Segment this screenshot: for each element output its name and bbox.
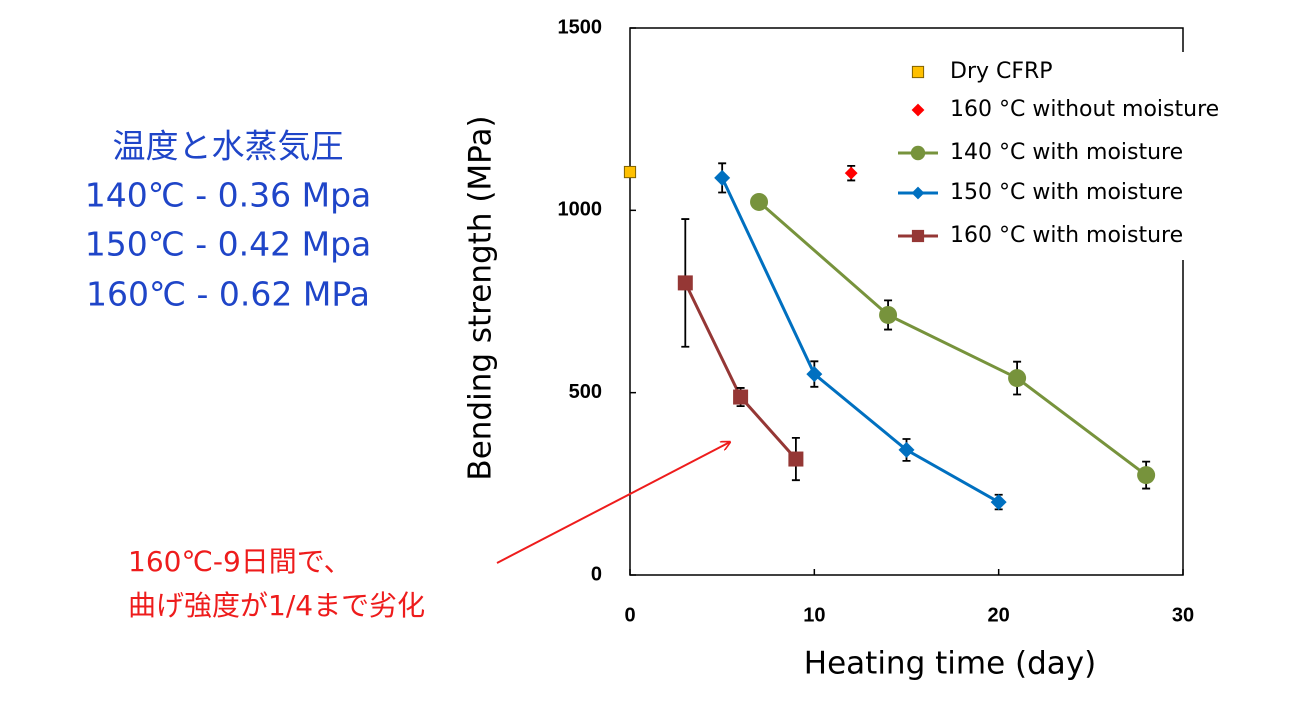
y-tick-label: 500	[569, 381, 602, 403]
condition-line: 140℃ - 0.36 Mpa	[85, 176, 372, 215]
x-axis-label: Heating time (day)	[804, 646, 1096, 682]
x-tick-label: 10	[803, 604, 825, 626]
data-point	[844, 166, 858, 180]
data-point	[990, 494, 1007, 511]
legend-label: 150 °C with moisture	[950, 180, 1183, 205]
data-point	[750, 192, 769, 211]
legend-marker	[911, 65, 925, 79]
note-line: 160℃-9日間で、	[128, 545, 352, 578]
y-tick-label: 1000	[558, 199, 603, 221]
x-tick-label: 30	[1172, 604, 1194, 626]
data-point	[788, 451, 804, 467]
x-tick-label: 0	[624, 604, 635, 626]
legend-label: Dry CFRP	[950, 59, 1053, 84]
note-arrow	[496, 442, 730, 564]
series-line	[720, 177, 1000, 504]
y-tick-label: 0	[591, 563, 602, 585]
data-point	[806, 366, 823, 383]
data-point	[623, 165, 637, 179]
legend-background	[895, 52, 1195, 260]
x-tick-label: 20	[988, 604, 1010, 626]
note-line: 曲げ強度が1/4まで劣化	[128, 589, 425, 622]
legend-marker	[910, 145, 926, 161]
data-point	[1137, 466, 1156, 485]
legend-marker	[911, 229, 925, 243]
legend-label: 160 °C with moisture	[950, 223, 1183, 248]
condition-line: 160℃ - 0.62 MPa	[86, 275, 370, 314]
plot-frame	[629, 27, 1184, 576]
y-axis-label: Bending strength (MPa)	[463, 115, 499, 480]
data-point	[898, 441, 915, 458]
legend-marker	[911, 186, 925, 200]
legend-label: 140 °C with moisture	[950, 140, 1183, 165]
data-point	[677, 275, 693, 291]
conditions-title: 温度と水蒸気圧	[113, 127, 344, 166]
data-point	[1008, 369, 1027, 388]
legend-marker	[911, 103, 925, 117]
series-line	[683, 282, 798, 461]
y-tick-label: 1500	[558, 16, 603, 38]
data-point	[733, 389, 749, 405]
legend-label: 160 °C without moisture	[950, 97, 1219, 122]
condition-line: 150℃ - 0.42 Mpa	[85, 225, 372, 264]
data-point	[714, 169, 731, 186]
data-point	[879, 305, 898, 324]
series-line	[758, 200, 1148, 477]
